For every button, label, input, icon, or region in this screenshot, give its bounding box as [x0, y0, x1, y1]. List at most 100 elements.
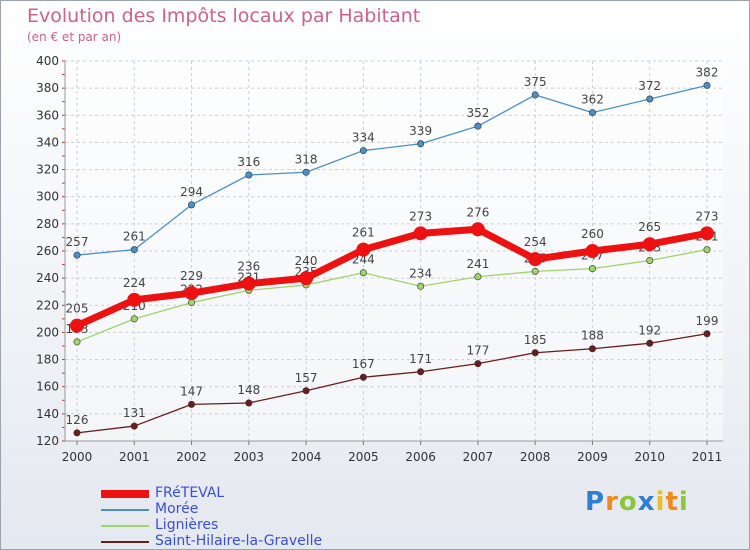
data-point: [413, 226, 428, 241]
data-point: [188, 201, 196, 209]
x-tick-label: 2005: [348, 450, 379, 464]
data-label: 126: [66, 413, 89, 427]
data-point: [73, 429, 81, 437]
data-label: 254: [524, 235, 547, 249]
data-point: [127, 292, 142, 307]
data-label: 375: [524, 75, 547, 89]
y-tick-label: 220: [36, 298, 59, 312]
data-label: 205: [66, 302, 89, 316]
data-point: [73, 251, 81, 259]
data-point: [531, 267, 539, 275]
legend-swatch: [101, 541, 149, 543]
y-tick-label: 280: [36, 217, 59, 231]
y-tick-label: 340: [36, 135, 59, 149]
data-label: 257: [66, 235, 89, 249]
data-point: [703, 330, 711, 338]
series-line: [76, 84, 708, 256]
data-point: [130, 315, 138, 323]
y-tick-label: 400: [36, 54, 59, 68]
x-tick-label: 2004: [291, 450, 322, 464]
y-tick-label: 260: [36, 244, 59, 258]
x-tick-label: 2010: [634, 450, 665, 464]
data-point: [531, 91, 539, 99]
data-label: 273: [696, 209, 719, 223]
data-label: 147: [180, 384, 203, 398]
legend-label: Saint-Hilaire-la-Gravelle: [155, 533, 323, 549]
data-point: [359, 373, 367, 381]
data-point: [188, 400, 196, 408]
x-tick-label: 2002: [176, 450, 207, 464]
x-tick-label: 2008: [520, 450, 551, 464]
data-label: 199: [696, 314, 719, 328]
x-tick-label: 2009: [577, 450, 608, 464]
data-point: [417, 368, 425, 376]
data-label: 171: [409, 352, 432, 366]
data-point: [700, 226, 714, 241]
legend-label: Lignières: [155, 517, 219, 533]
x-tick-label: 2006: [405, 450, 436, 464]
chart-title: Evolution des Impôts locaux par Habitant: [27, 5, 421, 27]
data-point: [470, 222, 485, 237]
chart-subtitle: (en € et par an): [27, 30, 122, 44]
data-label: 241: [466, 257, 489, 271]
data-point: [646, 95, 654, 103]
data-point: [528, 252, 543, 267]
y-tick-label: 320: [36, 163, 59, 177]
data-label: 261: [352, 226, 375, 240]
series-line: [76, 248, 708, 343]
data-point: [302, 387, 310, 395]
data-point: [703, 246, 711, 254]
y-tick-label: 140: [36, 407, 59, 421]
proxiti-logo: Proxiti: [585, 487, 689, 517]
data-point: [73, 338, 81, 346]
data-point: [245, 399, 253, 407]
data-point: [646, 256, 654, 264]
data-label: 131: [123, 406, 146, 420]
data-point: [245, 171, 253, 179]
data-label: 339: [409, 124, 432, 138]
data-point: [474, 360, 482, 368]
y-tick-label: 360: [36, 108, 59, 122]
data-point: [531, 349, 539, 357]
data-point: [642, 237, 657, 252]
data-label: 318: [295, 152, 318, 166]
legend-swatch: [101, 509, 149, 511]
series-line: [73, 225, 711, 330]
data-label: 167: [352, 357, 375, 371]
data-label: 188: [581, 329, 604, 343]
data-point: [474, 273, 482, 281]
data-point: [241, 276, 256, 291]
data-label: 316: [237, 155, 260, 169]
data-point: [299, 271, 314, 286]
data-label: 177: [466, 344, 489, 358]
data-label: 229: [180, 269, 203, 283]
legend-label: FRéTEVAL: [155, 485, 225, 501]
data-label: 148: [237, 383, 260, 397]
x-tick-label: 2003: [234, 450, 265, 464]
data-point: [70, 318, 84, 333]
y-tick-label: 300: [36, 190, 59, 204]
y-tick-label: 180: [36, 353, 59, 367]
data-label: 276: [466, 205, 489, 219]
data-label: 334: [352, 131, 375, 145]
legend-label: Morée: [155, 501, 199, 517]
data-label: 236: [237, 260, 260, 274]
x-tick-label: 2011: [692, 450, 723, 464]
data-point: [417, 282, 425, 290]
data-point: [474, 122, 482, 130]
data-label: 294: [180, 185, 203, 199]
data-label: 185: [524, 333, 547, 347]
data-label: 352: [466, 106, 489, 120]
x-tick-label: 2000: [62, 450, 93, 464]
y-tick-label: 200: [36, 325, 59, 339]
y-tick-label: 380: [36, 81, 59, 95]
y-tick-label: 160: [36, 380, 59, 394]
legend-swatch: [101, 490, 149, 498]
data-point: [184, 286, 199, 301]
data-label: 261: [123, 230, 146, 244]
data-point: [417, 140, 425, 148]
legend-swatch: [101, 525, 149, 527]
data-point: [588, 265, 596, 273]
